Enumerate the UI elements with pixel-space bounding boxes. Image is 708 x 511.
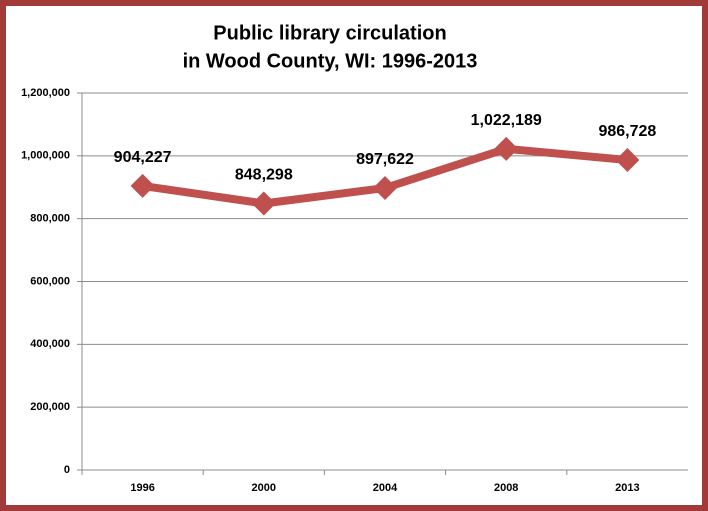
x-tick-label: 2004 xyxy=(373,482,398,494)
marker xyxy=(373,175,397,200)
marker xyxy=(494,136,519,161)
y-tick-label: 600,000 xyxy=(30,275,70,287)
x-tick-label: 2000 xyxy=(252,482,276,494)
y-tick-label: 1,200,000 xyxy=(21,87,70,99)
chart-title: Public library circulation xyxy=(213,22,446,44)
data-label: 986,728 xyxy=(598,123,656,140)
x-tick-label: 2013 xyxy=(615,482,639,494)
y-tick-label: 1,000,000 xyxy=(21,150,70,162)
marker xyxy=(251,191,276,216)
marker xyxy=(130,173,155,198)
data-label: 897,622 xyxy=(356,151,414,168)
y-tick-label: 0 xyxy=(64,464,70,476)
data-label: 848,298 xyxy=(235,167,293,184)
y-tick-label: 800,000 xyxy=(30,213,70,225)
data-label: 904,227 xyxy=(114,149,172,166)
y-tick-label: 200,000 xyxy=(30,401,70,413)
marker xyxy=(615,148,640,173)
x-tick-label: 2008 xyxy=(494,482,518,494)
x-tick-label: 1996 xyxy=(130,482,154,494)
y-tick-label: 400,000 xyxy=(30,338,70,350)
data-label: 1,022,189 xyxy=(471,112,542,129)
chart-title: in Wood County, WI: 1996-2013 xyxy=(183,50,478,72)
